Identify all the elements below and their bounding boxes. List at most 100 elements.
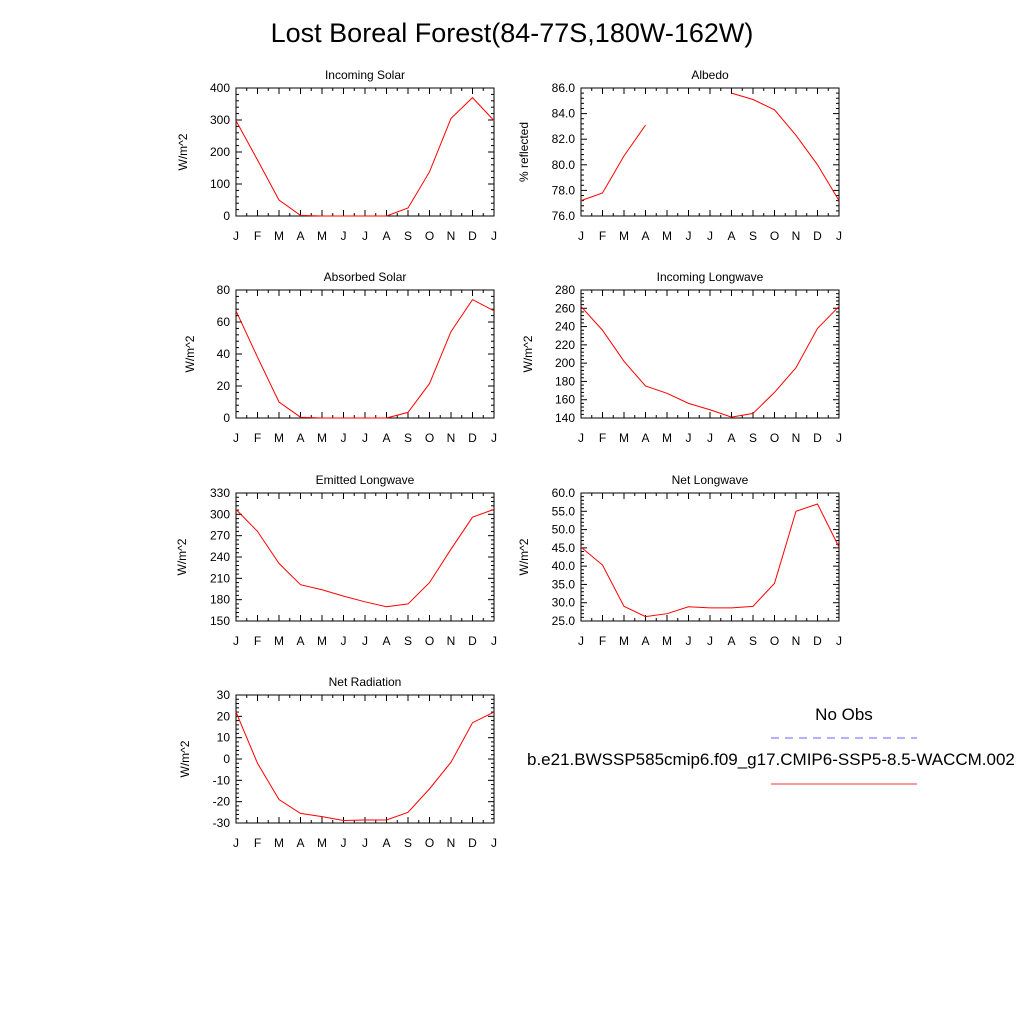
y-tick-label: 400 bbox=[210, 81, 230, 95]
plot-frame bbox=[580, 87, 840, 217]
x-tick-label: F bbox=[599, 634, 606, 648]
x-tick-label: J bbox=[362, 229, 368, 243]
x-tick-label: J bbox=[362, 634, 368, 648]
y-tick-label: 84.0 bbox=[552, 107, 576, 121]
series-line-0 bbox=[580, 503, 840, 618]
x-tick-label: J bbox=[362, 836, 368, 850]
x-tick-label: N bbox=[792, 431, 801, 445]
x-tick-label: D bbox=[468, 431, 477, 445]
y-tick-label: 100 bbox=[210, 177, 230, 191]
x-tick-label: O bbox=[425, 634, 434, 648]
y-tick-label: 280 bbox=[555, 283, 575, 297]
legend-model-label: b.e21.BWSSP585cmip6.f09_g17.CMIP6-SSP5-8… bbox=[527, 750, 1015, 769]
x-tick-label: J bbox=[578, 634, 584, 648]
series-line-0 bbox=[580, 306, 840, 418]
x-tick-label: J bbox=[491, 229, 497, 243]
x-tick-label: S bbox=[749, 634, 757, 648]
y-tick-label: 0 bbox=[223, 752, 230, 766]
x-tick-label: N bbox=[447, 229, 456, 243]
x-tick-label: S bbox=[404, 431, 412, 445]
x-tick-label: S bbox=[749, 229, 757, 243]
y-tick-label: 80.0 bbox=[552, 158, 576, 172]
x-tick-label: A bbox=[641, 431, 649, 445]
y-tick-label: 55.0 bbox=[552, 504, 576, 518]
x-tick-label: A bbox=[641, 229, 649, 243]
x-tick-label: J bbox=[836, 229, 842, 243]
series-line-0 bbox=[235, 298, 495, 419]
y-tick-label: 50.0 bbox=[552, 523, 576, 537]
x-tick-label: M bbox=[274, 431, 284, 445]
y-tick-label: 300 bbox=[210, 507, 230, 521]
y-tick-label: 200 bbox=[210, 145, 230, 159]
x-tick-label: M bbox=[619, 229, 629, 243]
x-tick-label: F bbox=[254, 836, 261, 850]
x-tick-label: J bbox=[707, 431, 713, 445]
x-tick-label: F bbox=[254, 431, 261, 445]
x-tick-label: S bbox=[404, 836, 412, 850]
chart-title: Albedo bbox=[691, 68, 729, 82]
y-tick-label: 25.0 bbox=[552, 614, 576, 628]
x-tick-label: J bbox=[341, 634, 347, 648]
x-tick-label: S bbox=[404, 229, 412, 243]
y-tick-label: 60 bbox=[217, 315, 231, 329]
x-tick-label: J bbox=[491, 431, 497, 445]
y-tick-label: 150 bbox=[210, 614, 230, 628]
y-tick-label: 210 bbox=[210, 571, 230, 585]
x-tick-label: F bbox=[254, 229, 261, 243]
series-line-0 bbox=[580, 92, 840, 202]
x-tick-label: S bbox=[749, 431, 757, 445]
plot-frame bbox=[235, 694, 495, 824]
y-tick-label: 10 bbox=[217, 731, 231, 745]
series-line-0 bbox=[235, 508, 495, 608]
x-tick-label: D bbox=[468, 634, 477, 648]
x-tick-label: J bbox=[578, 431, 584, 445]
x-tick-label: A bbox=[296, 836, 304, 850]
y-axis-label: W/m^2 bbox=[521, 335, 535, 372]
x-tick-label: D bbox=[813, 634, 822, 648]
y-tick-label: 240 bbox=[555, 320, 575, 334]
x-tick-label: M bbox=[317, 836, 327, 850]
chart-title: Net Longwave bbox=[672, 473, 749, 487]
x-tick-label: D bbox=[468, 229, 477, 243]
x-tick-label: A bbox=[641, 634, 649, 648]
x-tick-label: S bbox=[404, 634, 412, 648]
x-tick-label: O bbox=[770, 634, 779, 648]
x-tick-label: O bbox=[425, 836, 434, 850]
x-tick-label: A bbox=[727, 634, 735, 648]
x-tick-label: O bbox=[770, 229, 779, 243]
y-tick-label: 180 bbox=[555, 374, 575, 388]
x-tick-label: J bbox=[491, 836, 497, 850]
x-tick-label: D bbox=[468, 836, 477, 850]
x-tick-label: J bbox=[686, 431, 692, 445]
y-tick-label: 160 bbox=[555, 393, 575, 407]
plot-frame bbox=[580, 289, 840, 419]
x-tick-label: O bbox=[770, 431, 779, 445]
x-tick-label: M bbox=[274, 634, 284, 648]
x-tick-label: A bbox=[296, 634, 304, 648]
y-tick-label: 86.0 bbox=[552, 81, 576, 95]
x-tick-label: M bbox=[317, 229, 327, 243]
plot-frame bbox=[235, 289, 495, 419]
chart-title: Net Radiation bbox=[329, 675, 402, 689]
x-tick-label: J bbox=[341, 431, 347, 445]
y-axis-label: % reflected bbox=[517, 122, 531, 182]
x-tick-label: M bbox=[317, 431, 327, 445]
x-tick-label: A bbox=[382, 431, 390, 445]
y-tick-label: 180 bbox=[210, 593, 230, 607]
x-tick-label: F bbox=[599, 431, 606, 445]
x-tick-label: M bbox=[662, 229, 672, 243]
y-axis-label: W/m^2 bbox=[175, 538, 189, 575]
x-tick-label: J bbox=[341, 836, 347, 850]
x-tick-label: A bbox=[727, 431, 735, 445]
y-tick-label: 45.0 bbox=[552, 541, 576, 555]
x-tick-label: J bbox=[233, 836, 239, 850]
y-tick-label: 40.0 bbox=[552, 559, 576, 573]
y-tick-label: 20 bbox=[217, 709, 231, 723]
x-tick-label: D bbox=[813, 229, 822, 243]
